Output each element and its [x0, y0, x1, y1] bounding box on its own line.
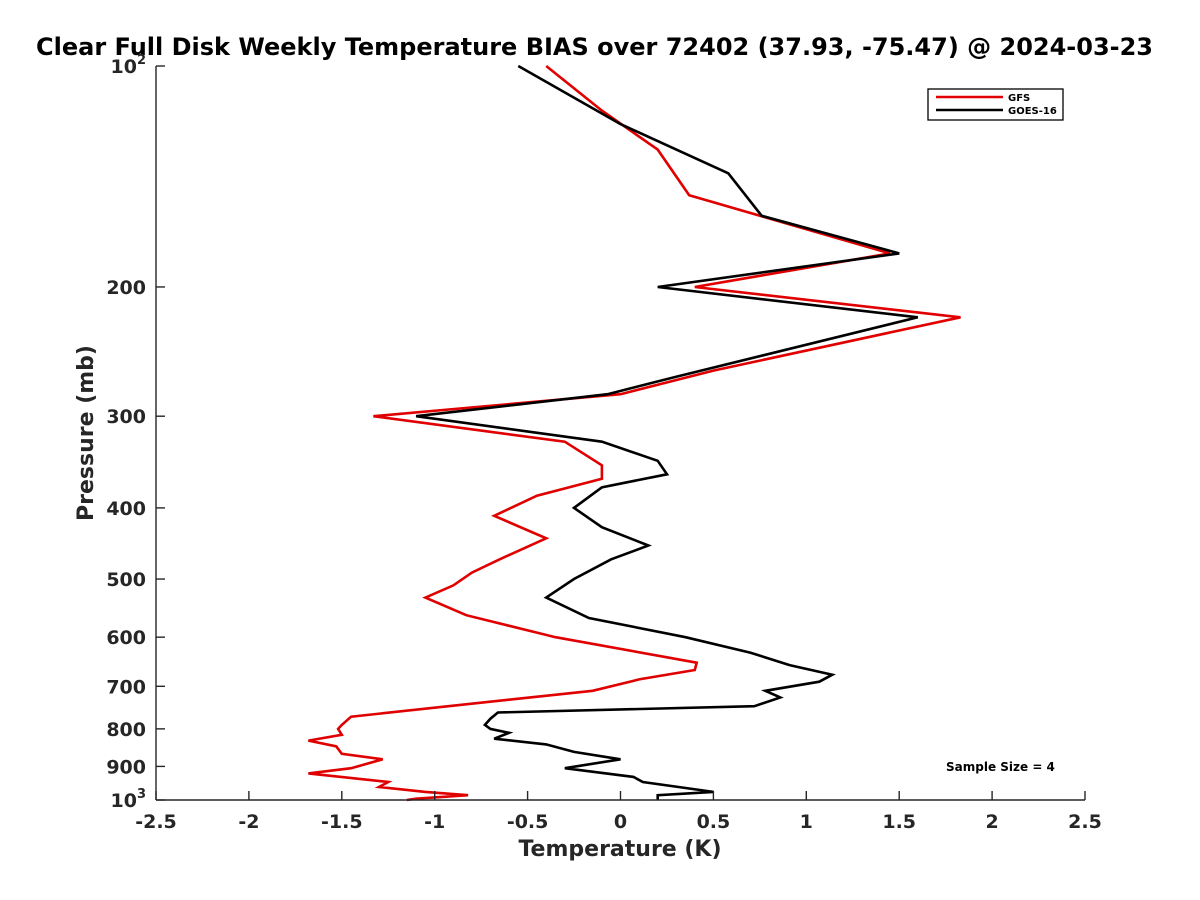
x-tick-label: 1 [800, 811, 813, 833]
x-tick-label: -2.5 [135, 811, 177, 833]
y-tick-exponent: 2 [137, 53, 146, 68]
legend-label-gfs: GFS [1008, 93, 1030, 104]
y-tick-base: 400 [106, 498, 146, 520]
sample-size-annotation: Sample Size = 4 [946, 760, 1055, 774]
x-tick-label: 0.5 [697, 811, 731, 833]
y-tick-label: 300 [106, 406, 146, 428]
y-tick-base: 200 [106, 277, 146, 299]
y-tick-label: 102 [111, 53, 147, 78]
legend-label-goes-16: GOES-16 [1008, 106, 1057, 117]
series-layer [308, 64, 961, 802]
x-tick-label: 0 [614, 811, 627, 833]
y-tick-exponent: 3 [137, 787, 146, 802]
y-tick-label: 800 [106, 719, 146, 741]
y-tick-base: 10 [111, 56, 137, 78]
x-tick-label: 1.5 [882, 811, 916, 833]
x-ticks: -2.5 -2 -1.5 -1 -0.5 0 0.5 1 1.5 2 2.5 [135, 791, 1102, 833]
y-tick-label: 600 [106, 627, 146, 649]
y-axis-label: Pressure (mb) [74, 345, 99, 521]
x-tick-label: -2 [238, 811, 259, 833]
x-tick-label: 2.5 [1068, 811, 1102, 833]
y-tick-label: 103 [111, 787, 147, 812]
x-tick-label: -1 [424, 811, 445, 833]
y-tick-label: 700 [106, 676, 146, 698]
x-axis-label: Temperature (K) [518, 837, 721, 862]
y-tick-label: 500 [106, 569, 146, 591]
legend-box [927, 88, 1064, 121]
series-line-gfs [308, 64, 961, 802]
y-tick-base: 10 [111, 790, 137, 812]
y-tick-base: 600 [106, 627, 146, 649]
y-tick-base: 900 [106, 756, 146, 778]
x-tick-label: -0.5 [507, 811, 549, 833]
y-tick-label: 400 [106, 498, 146, 520]
chart-title: Clear Full Disk Weekly Temperature BIAS … [36, 33, 1153, 61]
series-line-goes-16 [415, 64, 919, 800]
x-tick-label: -1.5 [321, 811, 363, 833]
y-tick-base: 700 [106, 676, 146, 698]
y-tick-label: 900 [106, 756, 146, 778]
y-tick-label: 200 [106, 277, 146, 299]
legend: GFS GOES-16 [927, 88, 1064, 121]
y-tick-base: 800 [106, 719, 146, 741]
x-tick-label: 2 [985, 811, 998, 833]
y-tick-base: 500 [106, 569, 146, 591]
y-tick-base: 300 [106, 406, 146, 428]
